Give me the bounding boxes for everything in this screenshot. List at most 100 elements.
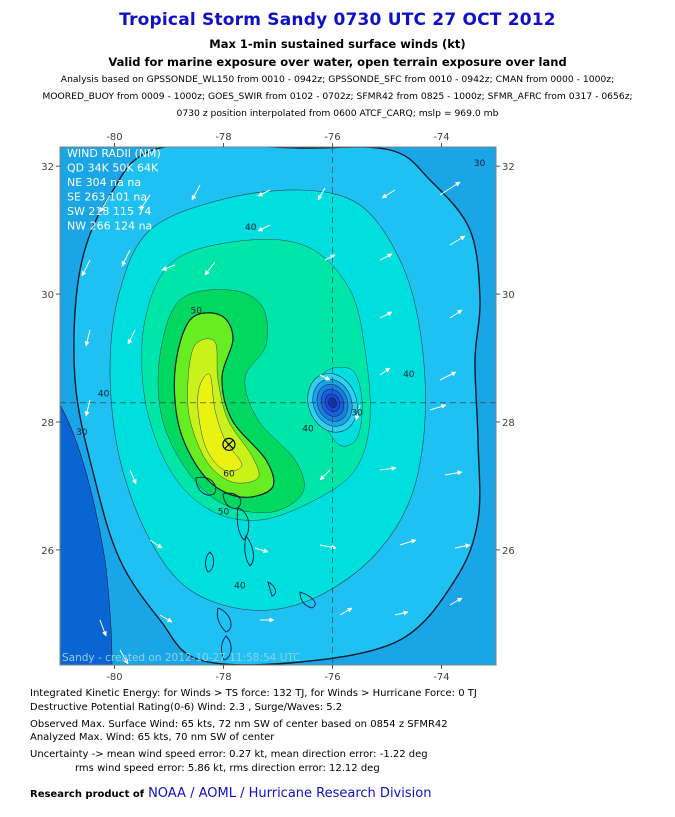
credit-line: Research product of NOAA / AOML / Hurrica… (30, 782, 431, 801)
wind-radii-row: QD 34K 50K 64K (67, 162, 159, 175)
wind-vector-arrow (81, 259, 91, 277)
wind-vector-arrow (84, 399, 91, 417)
x-tick-label-bottom: -80 (106, 672, 122, 683)
wind-vector-arrow (204, 261, 216, 276)
max-wind-cross-marker (224, 439, 234, 449)
uncertainty-text: Uncertainty -> mean wind speed error: 0.… (30, 749, 428, 760)
wind-vector-arrow (257, 224, 271, 232)
wind-radii-title: WIND RADII (NM) (67, 147, 161, 160)
wind-vector-arrow (319, 374, 331, 381)
contour-label: 50 (191, 306, 203, 316)
bahamas-island-outline (205, 551, 215, 573)
wind-vector-arrow (439, 371, 457, 381)
wind-vector-arrow (324, 254, 336, 261)
x-tick-label-top: -78 (215, 132, 231, 143)
wind-vector-arrow (379, 367, 391, 376)
x-tick-label-top: -76 (324, 132, 340, 143)
wind-vector-arrow (449, 235, 466, 246)
ike-text: Integrated Kinetic Energy: for Winds > T… (30, 688, 477, 699)
bahamas-island-outline (267, 581, 276, 597)
x-tick-label-top: -74 (433, 132, 449, 143)
wind-vector-arrow (257, 189, 271, 197)
wind-vector-arrow (444, 470, 463, 476)
wind-vector-arrow (99, 194, 111, 213)
plot-area: 40 40 40 40 40 50 50 60 30 30 30 WIND RADII (NM) QD … (60, 147, 496, 665)
wind-radii-row: NW 266 124 na (67, 220, 152, 233)
wind-vector-arrow (379, 253, 393, 261)
wind-vector-arrow (317, 187, 326, 201)
contour-label: 60 (223, 469, 235, 479)
contour-label: 40 (234, 581, 246, 591)
wind-radii-row: SW 218 115 74 (67, 205, 151, 218)
chart-subtitle-exposure: Valid for marine exposure over water, op… (108, 55, 567, 69)
x-tick-label-bottom: -78 (215, 672, 231, 683)
wind-vector-arrow (119, 649, 129, 665)
wind-vector-arrow (439, 181, 461, 196)
wind-vector-arrow (121, 249, 131, 267)
wind-vector-arrow (254, 547, 269, 554)
wind-vector-arrow (84, 329, 91, 347)
analysis-line-1: Analysis based on GPSSONDE_WL150 from 00… (60, 74, 615, 85)
wind-vector-arrow (339, 607, 353, 616)
wind-vector-arrow (394, 610, 409, 616)
wind-vector-arrow (381, 189, 396, 199)
analysis-line-2: MOORED_BUOY from 0009 - 1000z; GOES_SWIR… (42, 91, 633, 102)
contour-label: 40 (302, 425, 314, 435)
y-tick-label-right: 32 (502, 162, 515, 173)
y-tick-label-right: 28 (502, 418, 515, 429)
axis-tick-labels: -80 -80 -78 -78 -76 -76 -74 -74 32 32 30 30 28 28 26 26 (41, 132, 514, 683)
wind-radii-row: NE 304 na na (67, 176, 141, 189)
wind-radii-row: SE 263 101 na (67, 191, 147, 204)
plot-frame (56, 143, 500, 669)
wind-vector-arrow (379, 466, 397, 472)
contour-label: 30 (76, 428, 88, 438)
x-tick-label-bottom: -74 (433, 672, 449, 683)
x-tick-label-bottom: -76 (324, 672, 340, 683)
contour-label: 40 (403, 370, 415, 380)
wind-vector-arrow (159, 614, 173, 623)
wind-vector-arrow (379, 311, 393, 319)
uncertainty-rms-text: rms wind speed error: 5.86 kt, rms direc… (75, 763, 380, 774)
wind-vector-arrow (319, 469, 331, 481)
wind-vector-arrow (449, 309, 463, 319)
chart-subtitle-winds: Max 1-min sustained surface winds (kt) (209, 37, 466, 51)
wind-vector-arrow (429, 403, 447, 411)
wind-vector-arrow (399, 538, 417, 546)
analysis-line-3: 0730 z position interpolated from 0600 A… (176, 108, 499, 119)
bahamas-island-outline (236, 507, 250, 541)
wind-band-65 (197, 373, 243, 472)
y-tick-label-left: 26 (41, 546, 54, 557)
wind-vector-arrow (354, 404, 361, 421)
contour-label: 30 (351, 409, 363, 419)
wind-vector-arrow (129, 469, 137, 485)
bahamas-island-outline (244, 534, 254, 567)
wind-vector-arrow (139, 194, 151, 211)
created-timestamp: Sandy - created on 2012-10-27 11:58:54 U… (62, 652, 301, 664)
max-wind-circle-marker (222, 437, 236, 451)
wind-vector-arrow (99, 619, 107, 637)
contour-label: 30 (474, 159, 486, 169)
credit-lead: Research product of (30, 789, 145, 800)
destructive-potential-text: Destructive Potential Rating(0-6) Wind: … (30, 702, 343, 713)
y-tick-label-right: 30 (502, 290, 515, 301)
bahamas-island-outline (299, 591, 316, 609)
wind-vector-arrow (191, 184, 201, 201)
chart-title: Tropical Storm Sandy 0730 UTC 27 OCT 201… (119, 10, 556, 30)
y-tick-label-right: 26 (502, 546, 515, 557)
wind-vector-arrow (127, 329, 136, 345)
wind-vector-arrow (454, 543, 471, 549)
wind-vector-arrow (149, 539, 163, 549)
plot-border (59, 146, 497, 666)
contour-label: 50 (218, 508, 230, 518)
hrd-link[interactable]: NOAA / AOML / Hurricane Research Divisio… (148, 786, 432, 801)
y-tick-label-left: 32 (41, 162, 54, 173)
contour-label: 40 (245, 223, 257, 233)
y-tick-label-left: 28 (41, 418, 54, 429)
contour-label: 40 (98, 389, 110, 399)
wind-vector-arrow (449, 597, 463, 606)
bahamas-island-outline (221, 635, 232, 661)
x-tick-label-top: -80 (106, 132, 122, 143)
florida-landmass (60, 404, 113, 665)
y-tick-label-left: 30 (41, 290, 54, 301)
